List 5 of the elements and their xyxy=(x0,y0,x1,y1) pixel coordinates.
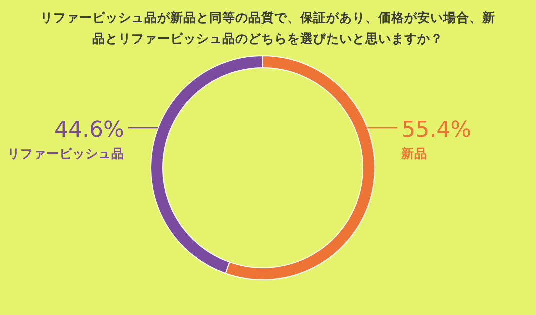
slice-label: リファービッシュ品 xyxy=(7,146,124,161)
data-label: 55.4% xyxy=(402,118,472,143)
chart-title: リファービッシュ品が新品と同等の品質で、保証があり、価格が安い場合、新品とリファービッシュ品のどちらを選びたいと思いますか？ xyxy=(40,10,496,46)
data-label: 44.6% xyxy=(54,118,124,143)
slice-label: 新品 xyxy=(400,146,428,161)
